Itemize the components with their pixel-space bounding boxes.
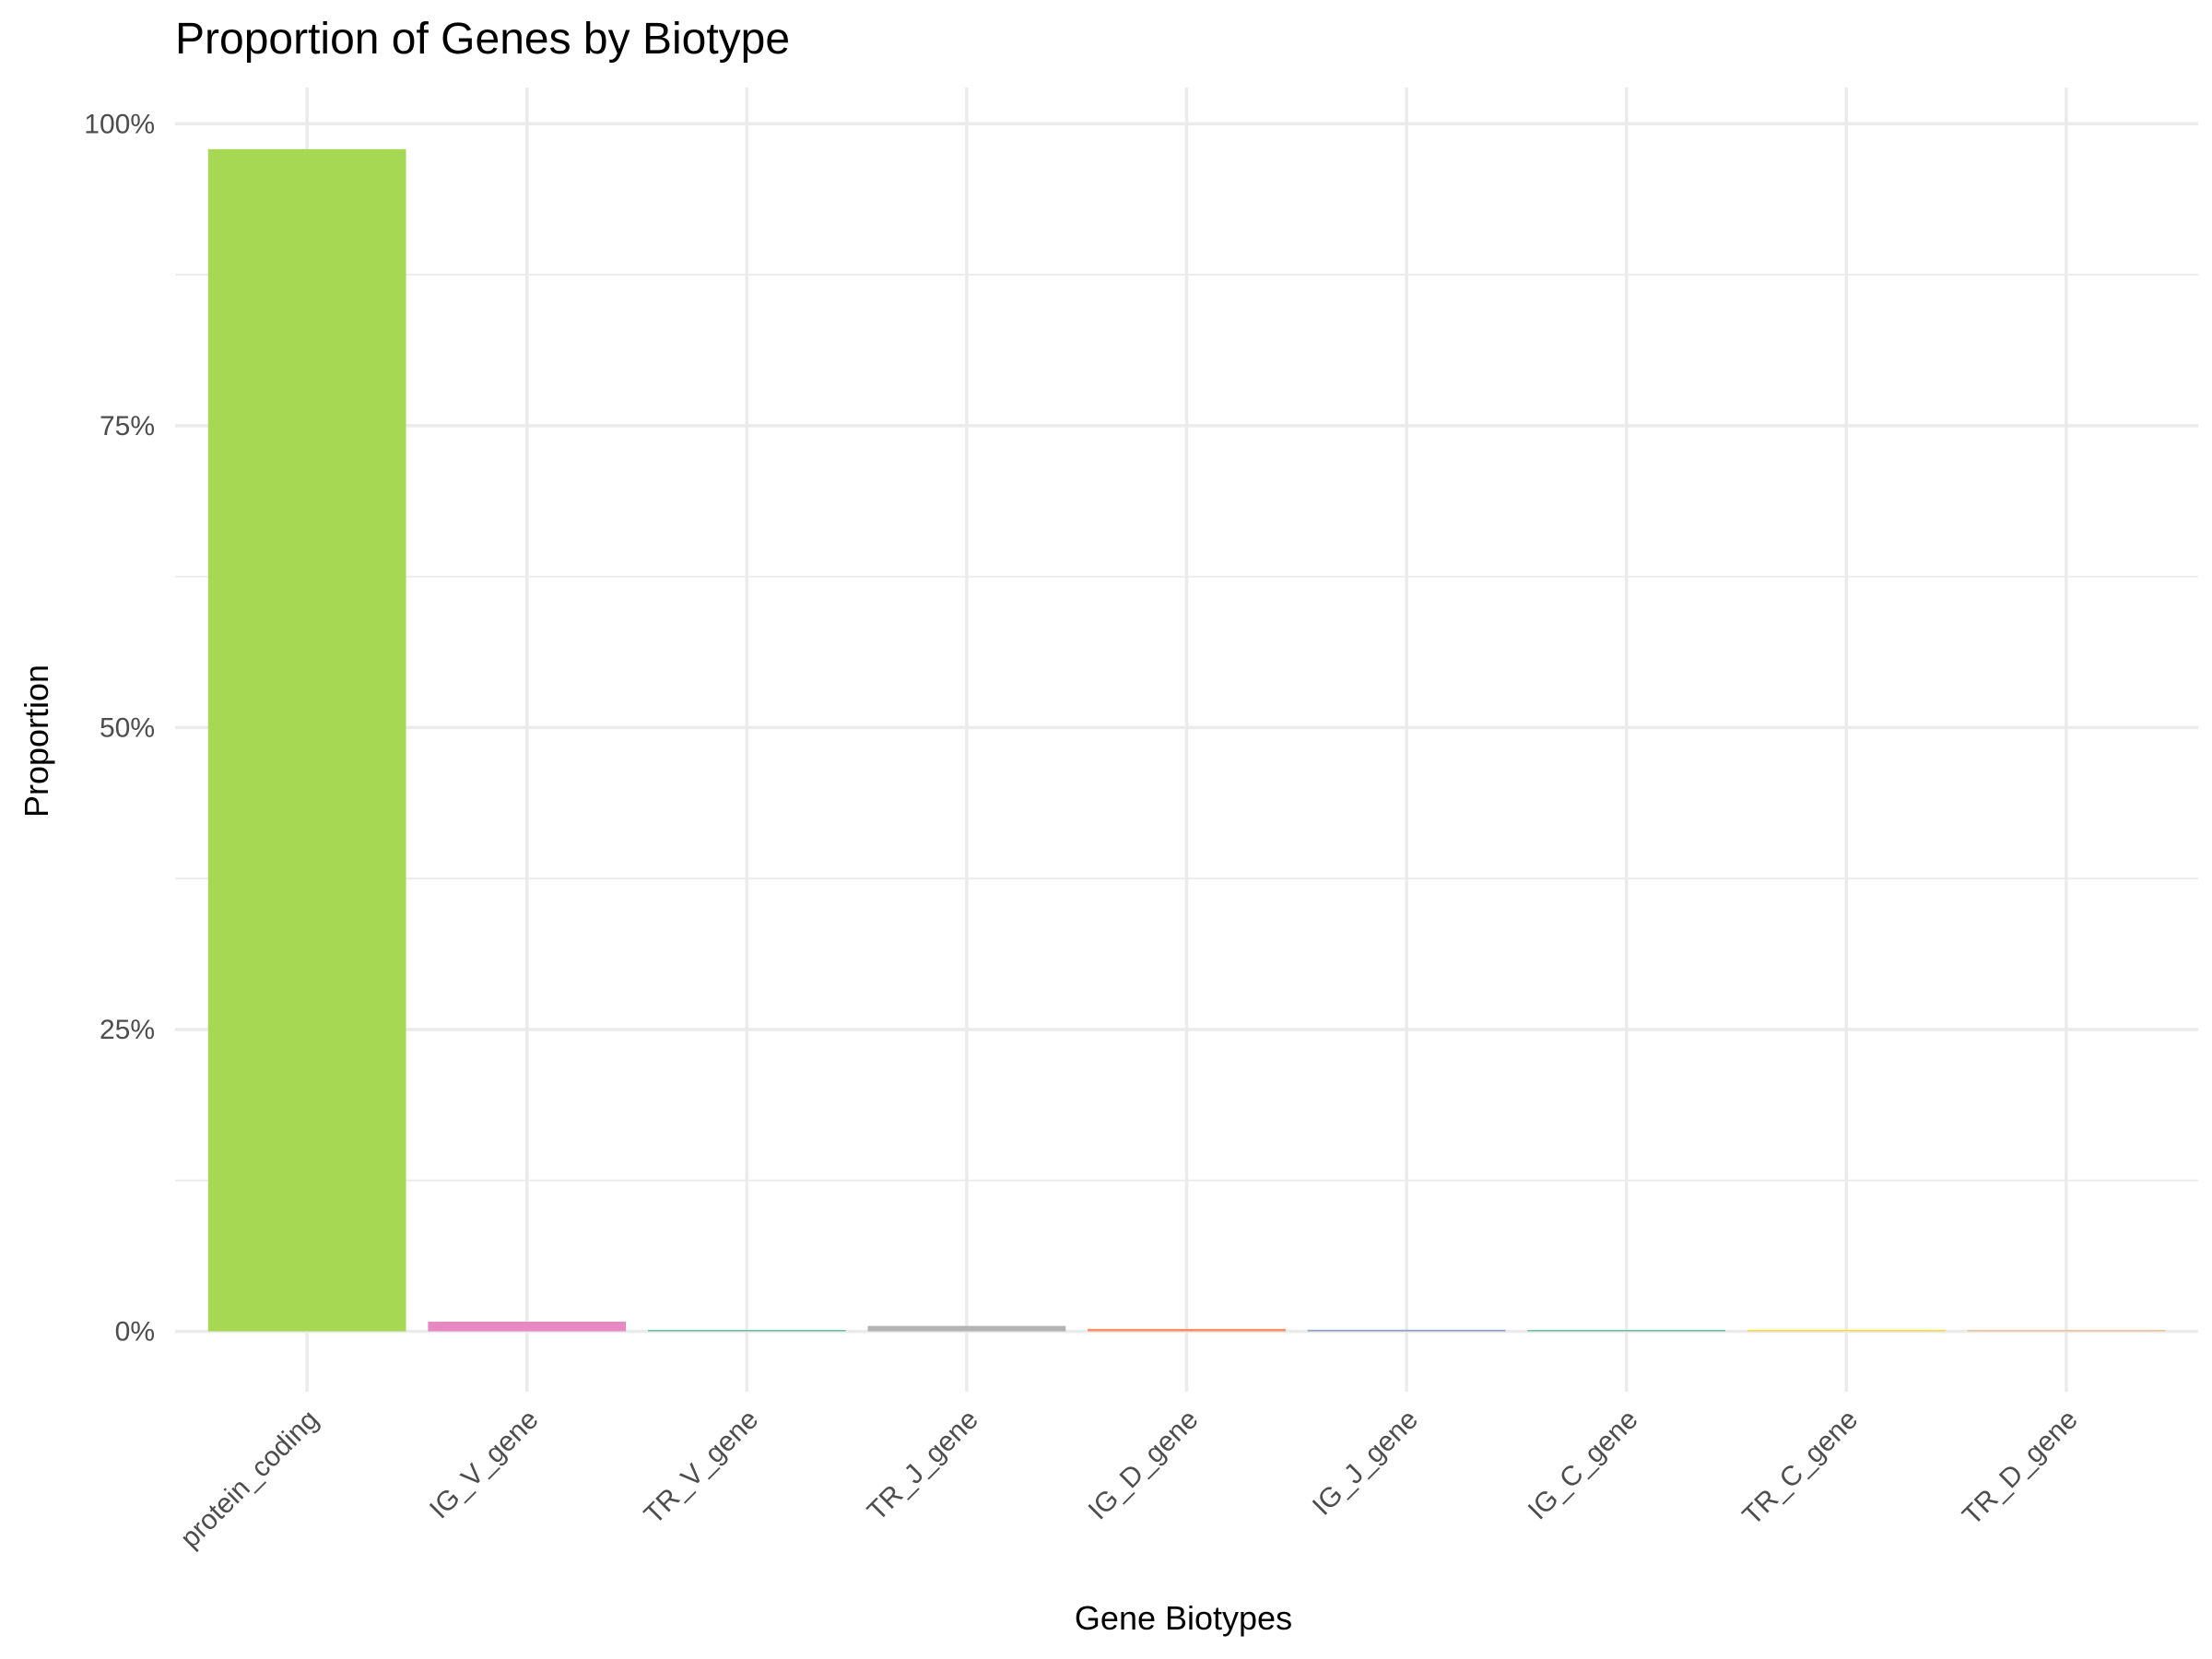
y-tick-labels: 0% 25% 50% 75% 100%: [84, 109, 155, 1347]
x-tick-label: IG_J_gene: [1307, 1405, 1424, 1522]
x-tick-label: IG_D_gene: [1083, 1405, 1205, 1526]
bar-ig-j-gene: [1307, 1329, 1506, 1332]
x-tick-label: IG_C_gene: [1523, 1405, 1644, 1526]
bar-tr-v-gene: [647, 1329, 846, 1332]
x-tick-label: TR_D_gene: [1957, 1405, 2084, 1532]
bar-tr-j-gene: [867, 1325, 1066, 1332]
y-tick-label: 100%: [84, 109, 155, 139]
x-tick-label: TR_J_gene: [862, 1405, 984, 1527]
x-tick-label: TR_V_gene: [639, 1405, 765, 1531]
x-tick-label: TR_C_gene: [1736, 1405, 1864, 1532]
bar-protein-coding: [207, 148, 406, 1332]
x-tick-labels: protein_coding IG_V_gene TR_V_gene TR_J_gen…: [175, 1405, 2084, 1555]
x-axis-title: Gene Biotypes: [1075, 1599, 1292, 1637]
x-tick-label: IG_V_gene: [424, 1405, 545, 1525]
bar-tr-c-gene: [1747, 1329, 1946, 1332]
grid: [175, 88, 2198, 1392]
bar-ig-d-gene: [1088, 1328, 1286, 1332]
bar-tr-d-gene: [1967, 1329, 2166, 1332]
bar-ig-c-gene: [1527, 1329, 1726, 1332]
y-axis-title: Proportion: [18, 665, 55, 818]
y-tick-label: 50%: [100, 712, 155, 743]
bars: [207, 148, 2166, 1332]
x-tick-label: protein_coding: [175, 1405, 325, 1555]
chart-title: Proportion of Genes by Biotype: [175, 15, 790, 64]
y-tick-label: 0%: [115, 1316, 155, 1347]
y-tick-label: 75%: [100, 411, 155, 441]
bar-ig-v-gene: [428, 1322, 627, 1332]
y-tick-label: 25%: [100, 1015, 155, 1045]
